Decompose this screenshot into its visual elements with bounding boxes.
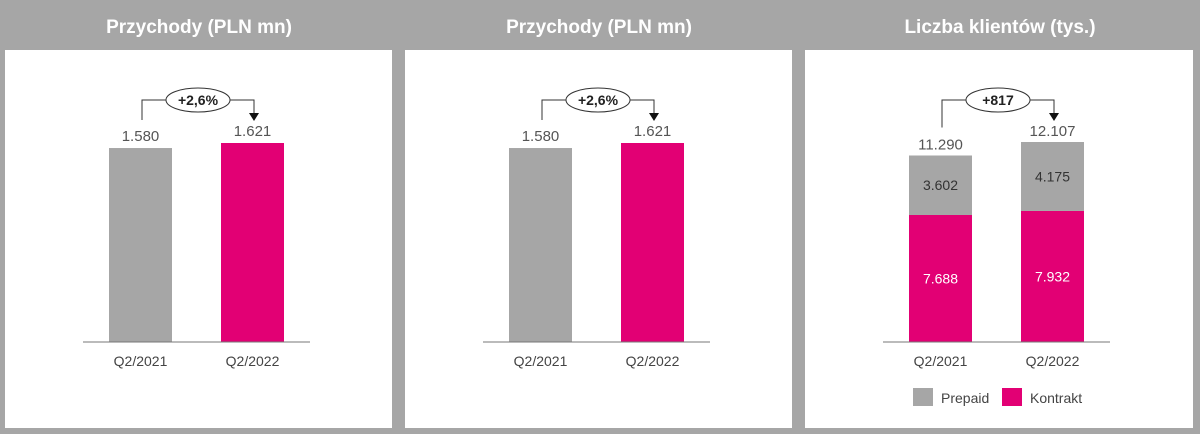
change-bubble <box>565 87 631 113</box>
bar-kontrakt <box>909 214 972 342</box>
arrow-down-icon <box>249 113 259 121</box>
change-bubble <box>965 87 1031 113</box>
x-tick-label: Q2/2021 <box>514 353 568 369</box>
bar <box>109 148 172 342</box>
total-label: 11.290 <box>918 136 963 153</box>
bar-kontrakt <box>1021 210 1084 342</box>
total-label: 12.107 <box>1030 123 1076 140</box>
chart-area <box>805 50 1193 428</box>
chart-panel-revenue-1: Przychody (PLN mn) 1.580 Q2/2021 1.621 Q2/2… <box>0 0 398 434</box>
legend-label: Prepaid <box>941 390 989 406</box>
bar <box>509 148 572 342</box>
arrow-down-icon <box>1049 113 1059 121</box>
change-bubble <box>165 87 231 113</box>
bar-value-label: 1.580 <box>122 128 160 145</box>
bar-value-label: 1.621 <box>634 123 672 140</box>
bar-value-label: 4.175 <box>1035 168 1070 184</box>
legend-swatch <box>1002 388 1022 406</box>
change-label: +2,6% <box>578 92 619 108</box>
chart-svg: 7.688 3.602 11.290 Q2/2021 7.932 4.175 12.107 Q… <box>883 87 1110 406</box>
x-tick-label: Q2/2022 <box>626 353 680 369</box>
change-label: +817 <box>982 92 1014 108</box>
bar-value-label: 3.602 <box>923 177 958 193</box>
chart-area <box>5 50 392 428</box>
x-tick-label: Q2/2022 <box>1026 353 1080 369</box>
bar-prepaid <box>909 155 972 215</box>
bar-value-label: 1.580 <box>522 128 560 145</box>
chart-area <box>405 50 792 428</box>
bar-value-label: 7.932 <box>1035 268 1070 284</box>
chart-panel-revenue-2: Przychody (PLN mn) 1.580 Q2/2021 1.621 Q2/2… <box>400 0 798 434</box>
legend-swatch <box>913 388 933 406</box>
x-tick-label: Q2/2021 <box>914 353 968 369</box>
bar <box>621 143 684 342</box>
chart-title: Liczba klientów (tys.) <box>904 17 1096 38</box>
chart-svg: 1.580 Q2/2021 1.621 Q2/2022 +2,6% <box>483 87 710 369</box>
bar-prepaid <box>1021 142 1084 211</box>
chart-panel-customers: Liczba klientów (tys.) 7.688 3.602 11.290 Q… <box>800 0 1200 434</box>
x-tick-label: Q2/2022 <box>226 353 280 369</box>
change-label: +2,6% <box>178 92 219 108</box>
chart-title: Przychody (PLN mn) <box>506 17 692 38</box>
bar-value-label: 1.621 <box>234 123 272 140</box>
legend-label: Kontrakt <box>1030 390 1082 406</box>
x-tick-label: Q2/2021 <box>114 353 168 369</box>
bar-value-label: 7.688 <box>923 270 958 286</box>
bar <box>221 143 284 342</box>
chart-title: Przychody (PLN mn) <box>106 17 292 38</box>
chart-svg: 1.580 Q2/2021 1.621 Q2/2022 +2,6% <box>83 87 310 369</box>
arrow-down-icon <box>649 113 659 121</box>
